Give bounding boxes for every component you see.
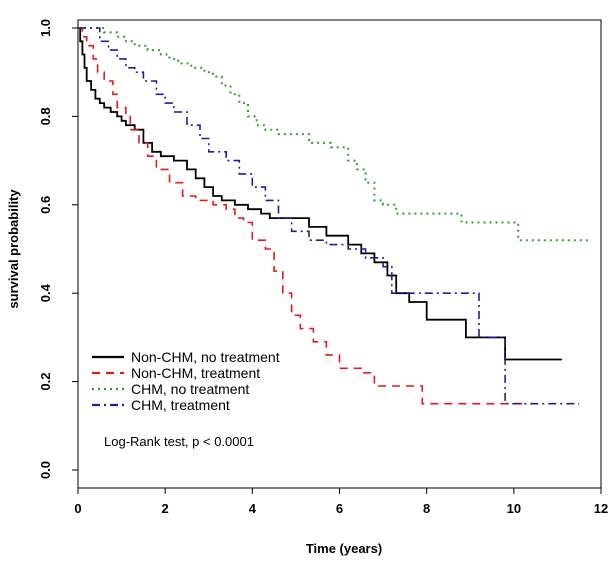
x-tick-label: 12 (594, 501, 608, 516)
legend-label-1: Non-CHM, no treatment (131, 349, 280, 365)
x-tick-label: 4 (249, 501, 257, 516)
legend-label-3: CHM, no treatment (131, 381, 249, 397)
series-lines (78, 27, 588, 405)
x-tick-label: 10 (507, 501, 521, 516)
y-tick-label: 0.4 (38, 283, 53, 302)
series-line-4 (78, 27, 580, 405)
plot-frame (77, 19, 602, 489)
series-line-1 (78, 27, 562, 361)
y-tick-label: 0.8 (38, 107, 53, 125)
x-tick-label: 6 (336, 501, 343, 516)
legend-label-2: Non-CHM, treatment (131, 365, 260, 381)
plot-border (77, 19, 602, 489)
legend-label-4: CHM, treatment (131, 397, 230, 413)
y-axis: 0.0 0.2 0.4 0.6 0.8 1.0 (38, 19, 78, 479)
y-tick-label: 0.0 (38, 461, 53, 479)
y-tick-label: 0.6 (38, 196, 53, 214)
series-line-2 (78, 27, 527, 405)
x-tick-label: 0 (74, 501, 81, 516)
y-tick-label: 1.0 (38, 19, 53, 37)
x-axis: 0 2 4 6 8 10 12 (74, 488, 608, 516)
x-tick-label: 8 (423, 501, 430, 516)
x-axis-title: Time (years) (306, 541, 382, 556)
y-tick-label: 0.2 (38, 373, 53, 391)
series-line-3 (78, 27, 588, 242)
log-rank-annotation: Log-Rank test, p < 0.0001 (104, 434, 254, 449)
x-tick-label: 2 (162, 501, 169, 516)
y-axis-title: survival probability (6, 189, 21, 309)
